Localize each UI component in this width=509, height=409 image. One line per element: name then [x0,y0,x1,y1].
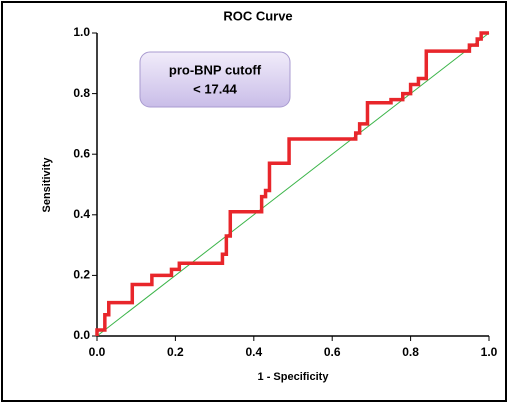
x-tick-label: 0.6 [324,345,341,359]
x-tick-label: 0.4 [245,345,262,359]
chart-title: ROC Curve [223,8,292,23]
x-axis-label: 1 - Specificity [258,371,330,383]
y-axis-label: Sensitivity [41,157,53,213]
y-tick-label: 0.8 [73,86,90,100]
y-tick-label: 0.4 [73,207,90,221]
roc-curve [95,31,489,336]
reference-line [96,32,490,337]
frame [1,1,507,402]
annotation-text: < 17.44 [193,81,238,96]
y-tick-label: 0.2 [73,268,90,282]
annotation-box [139,51,291,108]
y-tick-label: 0.6 [73,146,90,160]
x-tick-label: 0.8 [402,345,419,359]
annotation-text: pro-BNP cutoff [169,62,262,77]
x-tick-label: 0.2 [167,345,184,359]
y-tick-label: 1.0 [73,25,90,39]
x-tick-label: 1.0 [481,345,498,359]
y-tick-label: 0.0 [73,328,90,342]
x-tick-label: 0.0 [89,345,106,359]
